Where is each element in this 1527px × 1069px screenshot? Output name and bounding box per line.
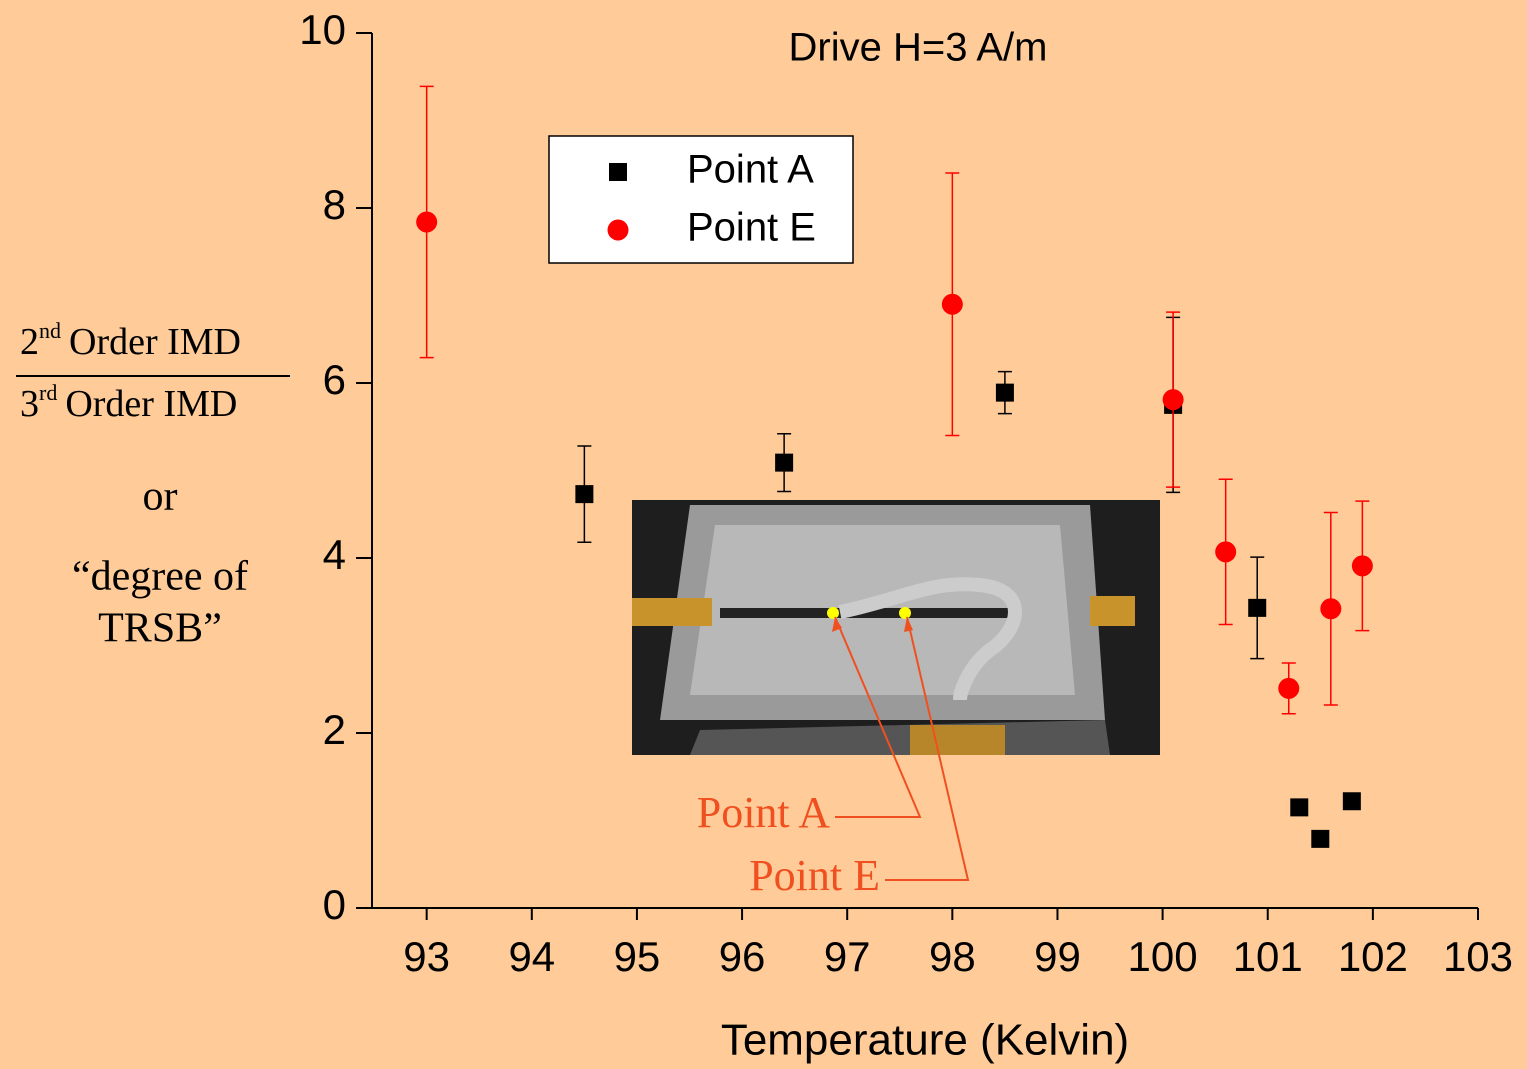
y-tick-label: 4 <box>323 531 346 578</box>
chart-title: Drive H=3 A/m <box>789 26 1048 70</box>
x-tick-label: 99 <box>1034 933 1081 980</box>
y-label-text: “degree of <box>72 554 248 600</box>
y-tick-label: 2 <box>323 706 346 753</box>
x-tick-label: 98 <box>929 933 976 980</box>
point <box>575 485 593 503</box>
point <box>1278 678 1299 699</box>
y-tick-label: 10 <box>299 6 346 53</box>
x-tick-label: 94 <box>508 933 555 980</box>
annotation: Point E <box>749 851 880 900</box>
point <box>1248 599 1266 617</box>
inset-photo <box>632 500 1160 755</box>
x-tick-label: 101 <box>1233 933 1303 980</box>
point <box>1311 830 1329 848</box>
point <box>942 294 963 315</box>
x-tick-label: 95 <box>614 933 661 980</box>
x-axis-label: Temperature (Kelvin) <box>721 1016 1129 1065</box>
y-tick-label: 0 <box>323 881 346 928</box>
y-tick-label: 6 <box>323 356 346 403</box>
legend-label: Point E <box>687 206 816 250</box>
y-label-text: or <box>143 474 178 520</box>
legend-label: Point A <box>687 148 814 192</box>
chart: Drive H=3 A/m Temperature (Kelvin) 2ndOr… <box>0 0 1527 1069</box>
x-tick-label: 100 <box>1128 933 1198 980</box>
point <box>1352 555 1373 576</box>
x-tick-label: 102 <box>1338 933 1408 980</box>
x-tick-label: 97 <box>824 933 871 980</box>
point <box>416 212 437 233</box>
y-tick-label: 8 <box>323 181 346 228</box>
point <box>1343 792 1361 810</box>
point <box>1290 798 1308 816</box>
x-tick-label: 96 <box>719 933 766 980</box>
x-tick-label: 103 <box>1443 933 1513 980</box>
point <box>996 384 1014 402</box>
x-tick-label: 93 <box>403 933 450 980</box>
y-label-text: TRSB” <box>98 606 222 652</box>
legend-marker <box>609 163 627 181</box>
point <box>775 454 793 472</box>
point <box>1215 541 1236 562</box>
point <box>1163 389 1184 410</box>
point <box>1320 598 1341 619</box>
annotation: Point A <box>697 788 830 837</box>
legend-marker <box>608 220 629 241</box>
